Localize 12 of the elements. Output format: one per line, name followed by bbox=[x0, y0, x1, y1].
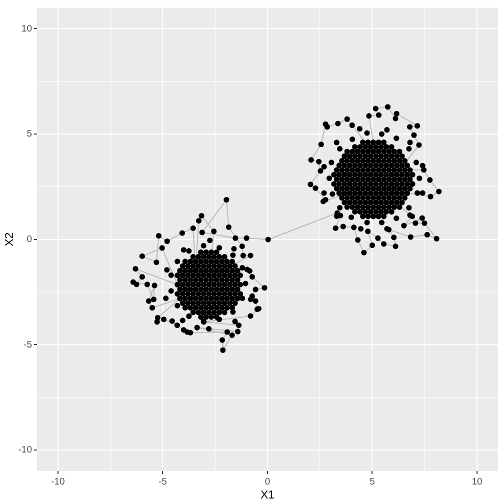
x-tick-label: 10 bbox=[472, 476, 482, 488]
x-axis-title: X1 bbox=[260, 489, 275, 502]
y-tick-label: 5 bbox=[26, 128, 32, 140]
x-tick-label: -10 bbox=[51, 476, 65, 488]
x-tick-label: -5 bbox=[158, 476, 167, 488]
y-tick-label: 0 bbox=[26, 234, 32, 245]
y-tick-label: -10 bbox=[18, 444, 32, 456]
y-tick-label: 10 bbox=[21, 23, 32, 34]
x-tick-label: 5 bbox=[370, 476, 375, 488]
y-axis-title: X2 bbox=[4, 232, 16, 246]
y-tick-label: -5 bbox=[24, 339, 32, 350]
x-tick-label: 0 bbox=[264, 476, 270, 488]
